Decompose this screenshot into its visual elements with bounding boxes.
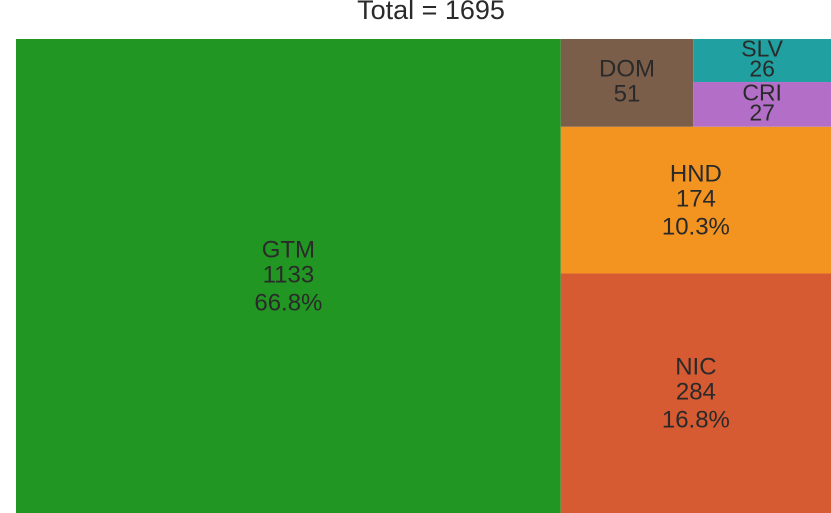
cell-value: 284 <box>676 379 716 406</box>
treemap-cell <box>693 82 831 127</box>
cell-value: 27 <box>749 99 775 125</box>
cell-label: HND <box>670 160 722 187</box>
cell-percent: 66.8% <box>254 289 322 316</box>
treemap-cell <box>560 273 831 513</box>
cell-label: SLV <box>741 36 783 62</box>
cell-label: DOM <box>599 56 655 83</box>
cell-value: 174 <box>676 185 716 212</box>
cell-value: 1133 <box>263 261 315 288</box>
treemap-cell <box>16 39 561 513</box>
treemap-cell <box>560 126 831 274</box>
treemap-cell <box>693 39 831 83</box>
treemap-cell <box>560 39 694 127</box>
cell-label: GTM <box>262 236 315 263</box>
cell-percent: 10.3% <box>662 213 730 240</box>
cell-label: CRI <box>742 79 782 105</box>
cell-percent: 16.8% <box>662 407 730 434</box>
chart-title: Total = 1695 <box>357 0 505 25</box>
cell-value: 26 <box>749 56 775 82</box>
cell-value: 51 <box>614 81 641 108</box>
cell-label: NIC <box>675 354 716 381</box>
